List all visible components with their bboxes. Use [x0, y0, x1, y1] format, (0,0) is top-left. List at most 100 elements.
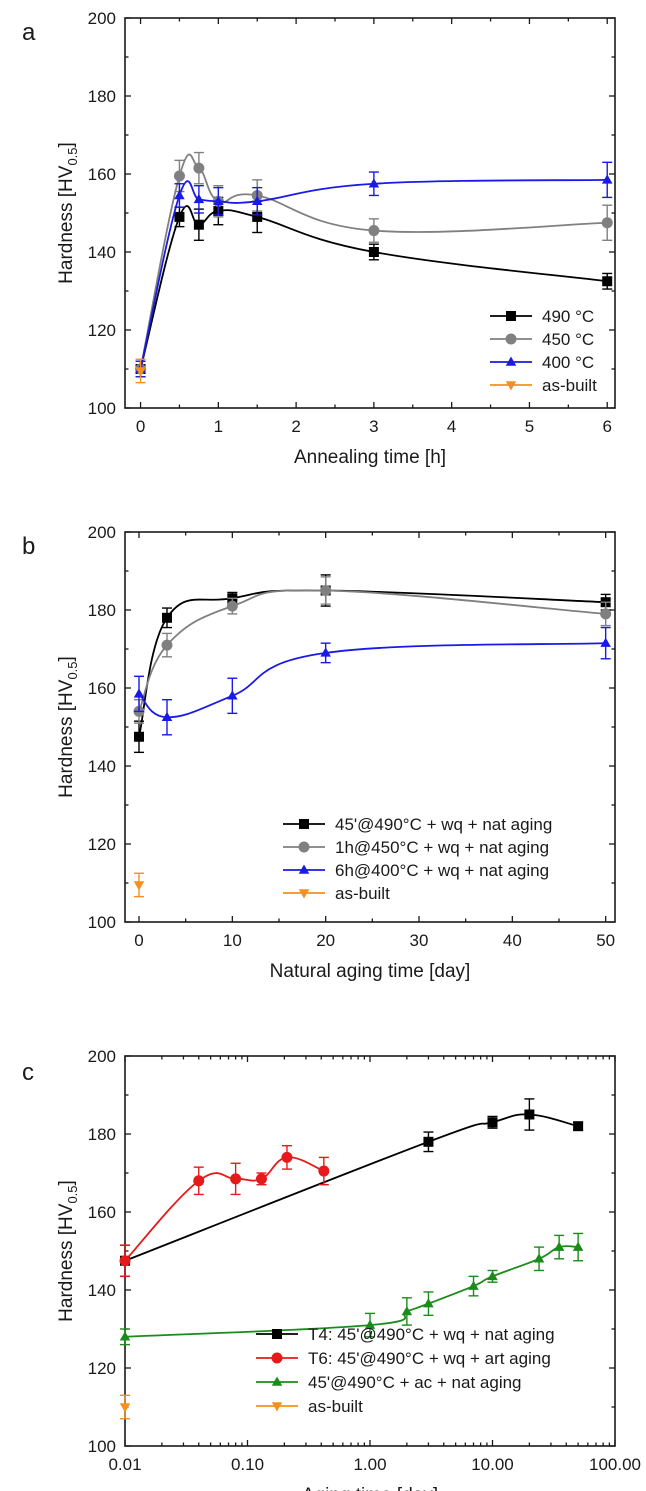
x-tick-label: 1.00	[353, 1455, 386, 1474]
data-point	[173, 170, 185, 182]
data-point	[423, 1298, 434, 1308]
x-tick-label: 0.10	[231, 1455, 264, 1474]
y-tick-label: 100	[88, 1437, 116, 1456]
panel-label: c	[22, 1059, 34, 1086]
data-point	[318, 1165, 330, 1177]
data-point	[368, 247, 379, 257]
legend-marker	[272, 1329, 282, 1339]
data-point	[193, 1175, 205, 1187]
data-point	[524, 1109, 535, 1120]
data-point	[368, 225, 380, 237]
data-point	[423, 1136, 434, 1147]
data-point	[600, 608, 612, 620]
x-axis-title: Annealing time [h]	[294, 447, 446, 468]
data-point	[533, 1253, 545, 1263]
data-point	[161, 711, 173, 721]
data-point	[468, 1280, 479, 1290]
y-tick-label: 140	[88, 1281, 116, 1300]
legend-label: as-built	[308, 1397, 363, 1416]
x-tick-label: 20	[316, 931, 335, 950]
series-line	[138, 589, 606, 737]
legend-marker	[298, 889, 310, 899]
data-point	[119, 1331, 131, 1341]
data-point	[133, 688, 145, 698]
y-tick-label: 160	[88, 1203, 116, 1222]
x-tick-label: 0	[134, 931, 143, 950]
x-tick-label: 30	[410, 931, 429, 950]
series-1	[119, 1144, 330, 1278]
data-point	[226, 600, 238, 612]
y-tick-label: 160	[88, 165, 116, 184]
data-point	[119, 1403, 131, 1413]
data-point	[601, 217, 613, 229]
x-tick-label: 5	[525, 417, 534, 436]
data-point	[227, 690, 238, 700]
data-point	[573, 1121, 584, 1132]
series-0	[134, 574, 611, 754]
x-tick-label: 6	[602, 417, 611, 436]
series-2	[133, 626, 611, 736]
legend-label: 490 °C	[542, 307, 594, 326]
y-tick-label: 120	[88, 321, 116, 340]
series-line	[139, 205, 608, 370]
data-point	[251, 195, 263, 206]
legend: 490 °C 450 °C 400 °C as-built	[490, 307, 597, 395]
data-point	[320, 647, 331, 657]
legend-label: 450 °C	[542, 330, 594, 349]
legend-label: 6h@400°C + wq + nat aging	[335, 861, 549, 880]
legend-marker	[271, 1402, 283, 1412]
data-point	[601, 174, 613, 184]
y-axis-title-subscript: 0.5	[65, 147, 80, 165]
series-3	[135, 358, 146, 384]
y-tick-label: 100	[88, 913, 116, 932]
y-axis-title: Hardness [HV0.5]	[56, 656, 80, 798]
x-tick-label: 4	[447, 417, 456, 436]
x-tick-label: 40	[503, 931, 522, 950]
legend: T4: 45'@490°C + wq + nat aging T6: 45'@49…	[256, 1325, 555, 1416]
data-point	[487, 1117, 498, 1128]
legend-label: 45'@490°C + ac + nat aging	[308, 1373, 522, 1392]
y-axis-title: Hardness [HV0.5]	[56, 1180, 80, 1322]
legend-marker	[505, 333, 517, 345]
y-tick-label: 120	[88, 1359, 116, 1378]
y-axis-title: Hardness [HV0.5]	[56, 142, 80, 284]
series-line	[138, 642, 606, 719]
y-axis-title-main: Hardness [HV	[56, 1203, 77, 1322]
x-tick-label: 0.01	[108, 1455, 141, 1474]
x-axis-title: Natural aging time [day]	[270, 961, 471, 982]
y-tick-label: 120	[88, 835, 116, 854]
y-tick-label: 140	[88, 757, 116, 776]
data-point	[193, 219, 204, 230]
data-point	[368, 178, 380, 188]
x-tick-label: 10.00	[471, 1455, 514, 1474]
x-tick-label: 0	[136, 417, 145, 436]
x-tick-label: 1	[214, 417, 223, 436]
legend-marker	[299, 819, 309, 829]
series-line	[139, 178, 608, 370]
y-tick-label: 140	[88, 243, 116, 262]
x-tick-label: 3	[369, 417, 378, 436]
data-point	[252, 211, 263, 222]
data-point	[364, 1319, 376, 1329]
data-point	[553, 1241, 565, 1251]
series-2	[119, 1232, 584, 1346]
data-point	[401, 1305, 413, 1316]
x-tick-label: 2	[291, 417, 300, 436]
x-axis-title: Aging time [day]	[302, 1485, 438, 1491]
series-3	[133, 872, 145, 898]
y-tick-label: 200	[88, 523, 116, 542]
data-point	[230, 1173, 242, 1185]
legend-label: 45'@490°C + wq + nat aging	[335, 815, 552, 834]
legend-label: 400 °C	[542, 353, 594, 372]
data-point	[281, 1151, 293, 1163]
series-line	[138, 589, 606, 712]
series-3	[119, 1394, 131, 1420]
y-tick-label: 200	[88, 9, 116, 28]
series-line	[124, 1156, 325, 1262]
panel-label: a	[22, 19, 36, 46]
legend-marker	[298, 841, 310, 853]
data-point	[255, 1173, 267, 1185]
y-axis-title-main: Hardness [HV	[56, 165, 77, 284]
data-point	[572, 1241, 584, 1251]
